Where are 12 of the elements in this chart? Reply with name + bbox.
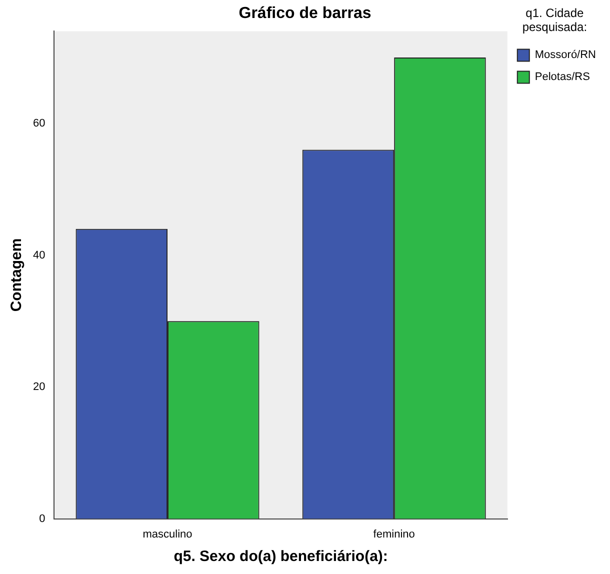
legend-label: Mossoró/RN bbox=[534, 49, 596, 62]
y-tick-label: 0 bbox=[39, 512, 46, 525]
y-tick-label: 20 bbox=[32, 381, 46, 394]
x-tick-label: feminino bbox=[373, 528, 415, 540]
y-tick-label: 40 bbox=[32, 249, 46, 262]
legend-title: q1. Cidade pesquisada: bbox=[521, 6, 588, 34]
y-tick-label: 60 bbox=[32, 117, 46, 130]
chart-title: Gráfico de barras bbox=[238, 5, 372, 22]
x-tick-label: masculino bbox=[142, 528, 192, 540]
legend-label: Pelotas/RS bbox=[534, 71, 590, 84]
x-axis-title: q5. Sexo do(a) beneficiário(a): bbox=[174, 548, 388, 566]
y-axis-title: Contagem bbox=[8, 238, 26, 312]
